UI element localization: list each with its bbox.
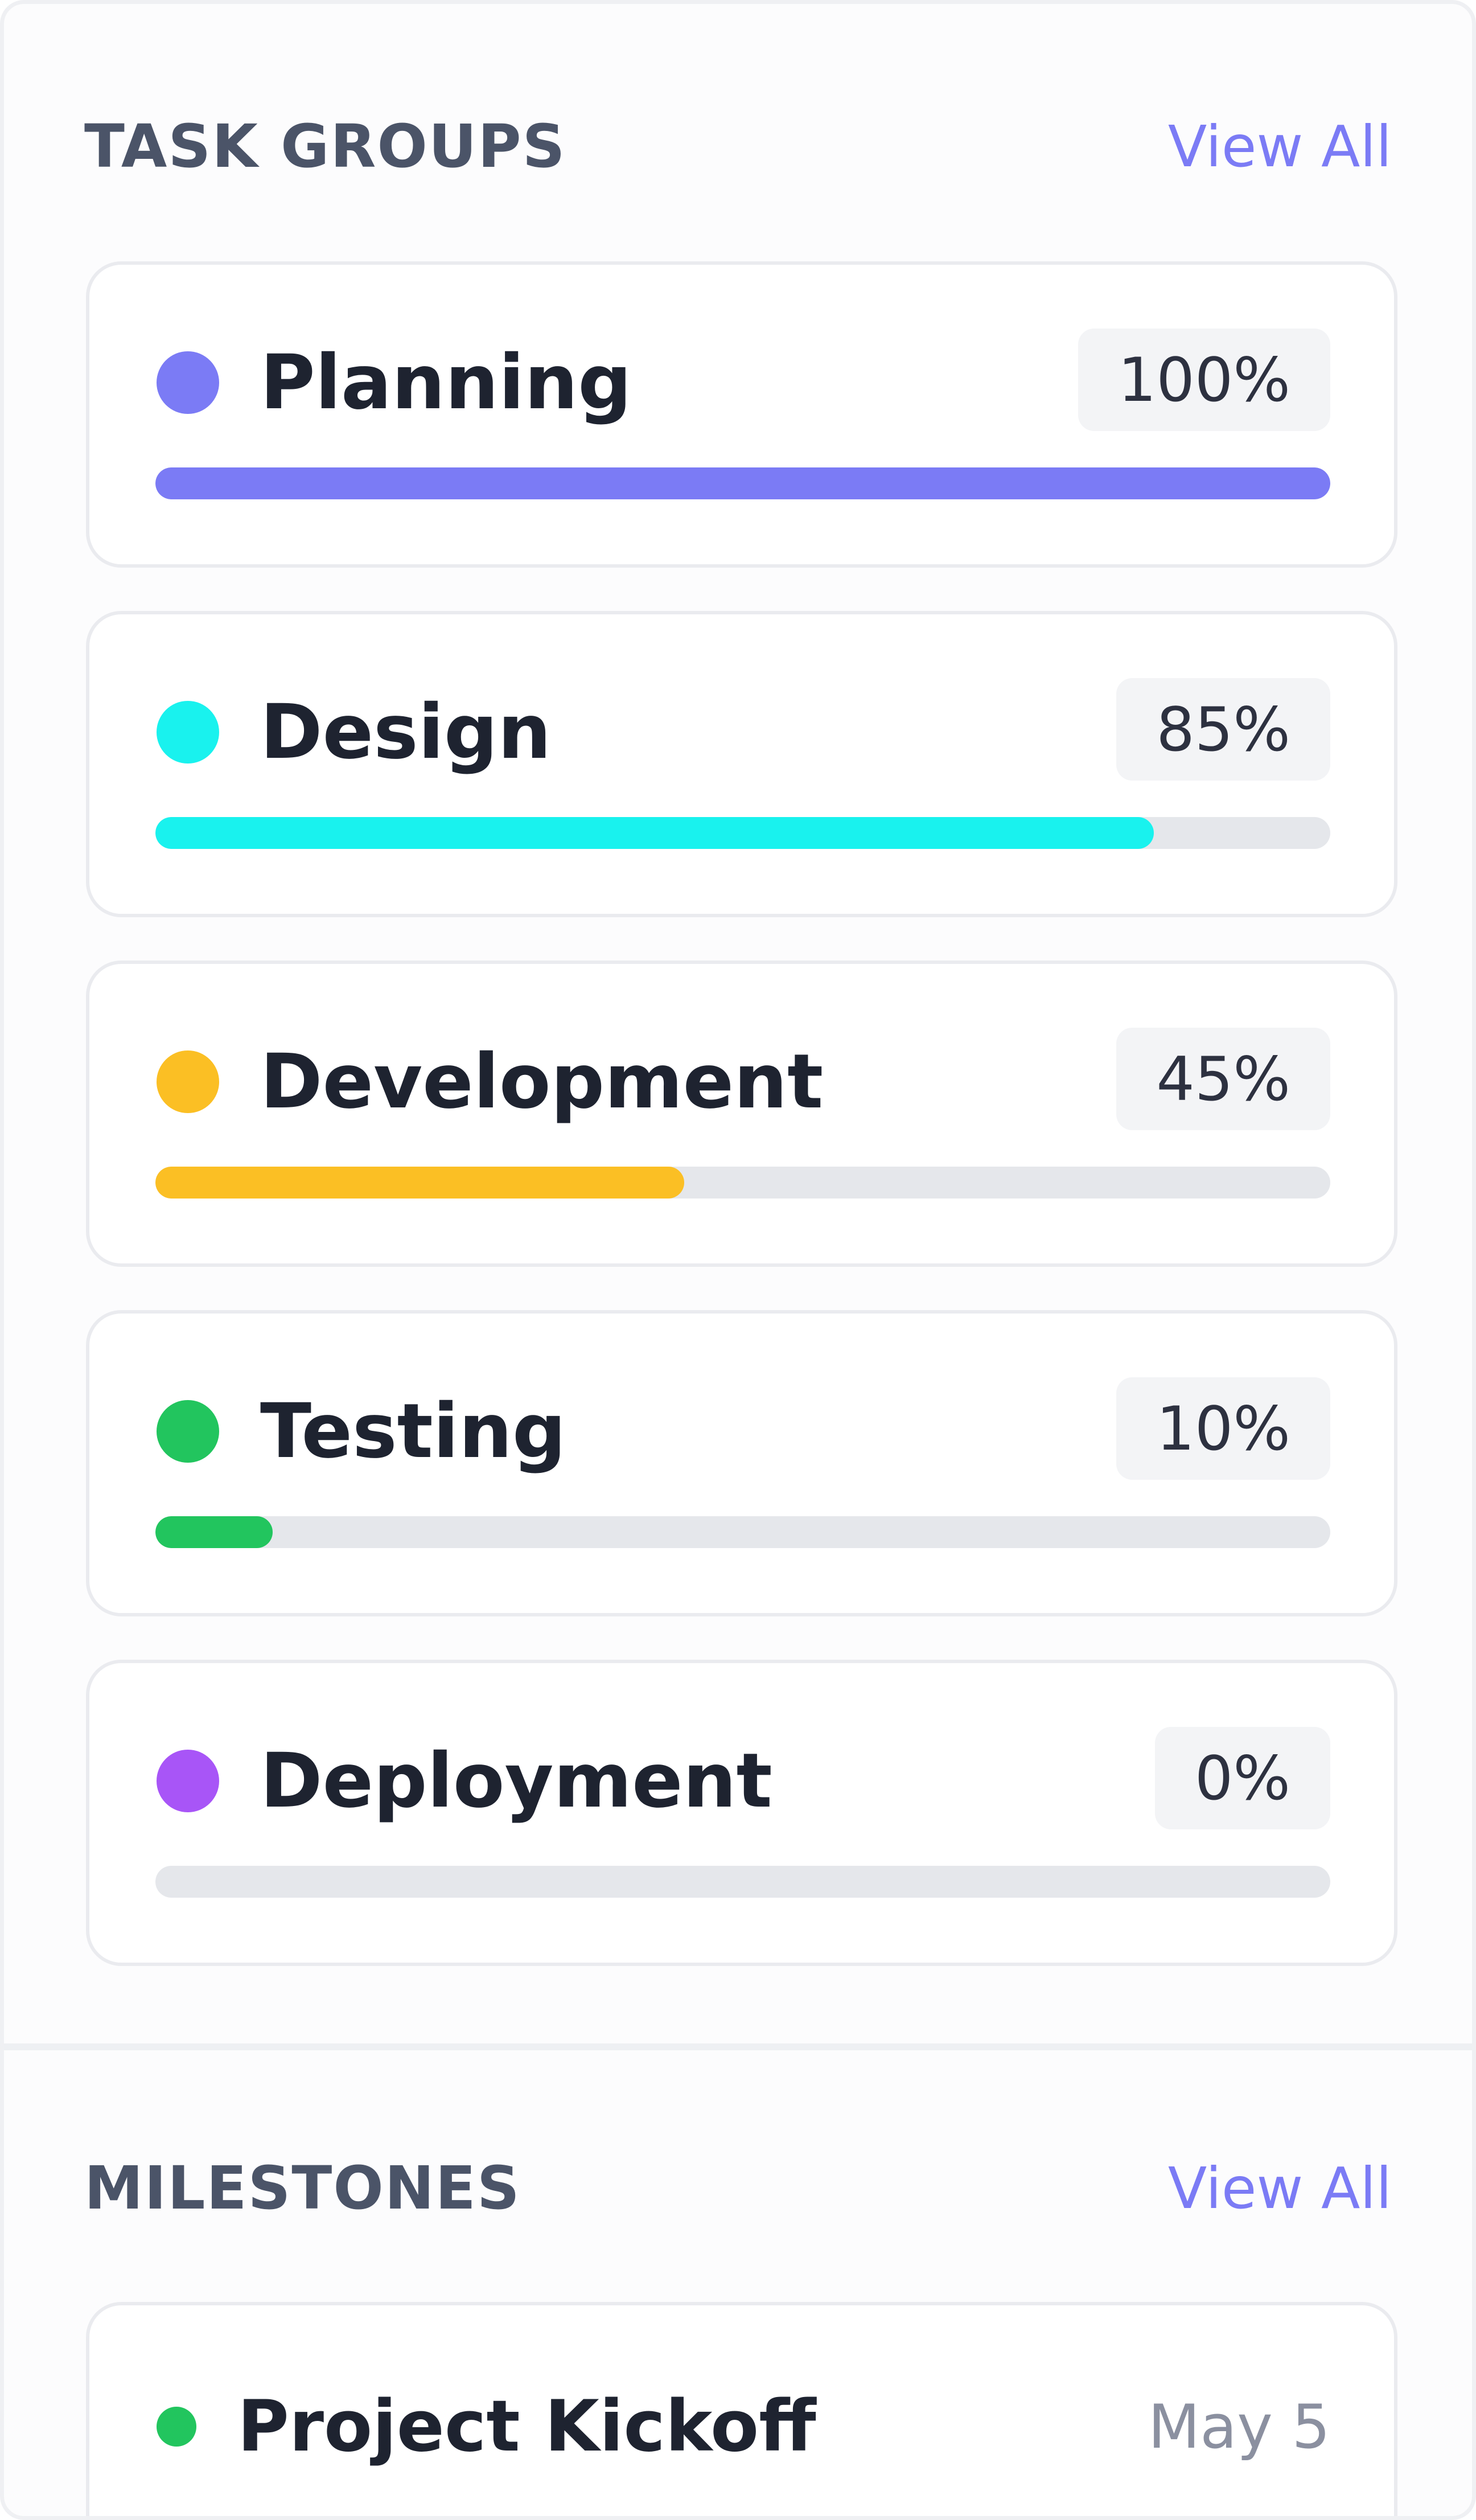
milestones-title: MILESTONES (84, 2153, 521, 2223)
progress-bar-fill (155, 1516, 273, 1548)
task-group-card-planning[interactable]: Planning 100% (86, 261, 1397, 568)
status-dot-icon (157, 351, 219, 414)
status-dot-icon (157, 1050, 219, 1113)
milestones-header: MILESTONES View All (84, 2153, 1392, 2223)
milestone-card[interactable]: Project Kickoff May 5 (86, 2302, 1397, 2516)
progress-bar (155, 1866, 1330, 1898)
task-group-card-testing[interactable]: Testing 10% (86, 1310, 1397, 1616)
progress-bar (155, 817, 1330, 849)
task-groups-view-all-link[interactable]: View All (1167, 113, 1392, 180)
task-group-card-deployment[interactable]: Deployment 0% (86, 1660, 1397, 1966)
milestones-view-all-link[interactable]: View All (1167, 2154, 1392, 2222)
task-group-name: Development (260, 1038, 824, 1126)
task-groups-title: TASK GROUPS (84, 112, 566, 181)
progress-bar-fill (155, 467, 1330, 499)
progress-bar (155, 1167, 1330, 1199)
progress-bar (155, 1516, 1330, 1548)
progress-percent-badge: 45% (1116, 1028, 1330, 1130)
task-group-card-design[interactable]: Design 85% (86, 611, 1397, 917)
milestone-date: May 5 (1148, 2391, 1330, 2462)
task-group-name: Deployment (260, 1737, 772, 1825)
status-dot-icon (157, 1400, 219, 1463)
task-group-name: Planning (260, 339, 632, 426)
milestone-name: Project Kickoff (237, 2386, 816, 2468)
progress-percent-badge: 85% (1116, 678, 1330, 781)
progress-bar-fill (155, 1167, 684, 1199)
progress-bar-fill (155, 817, 1154, 849)
progress-bar (155, 467, 1330, 499)
task-group-card-development[interactable]: Development 45% (86, 961, 1397, 1267)
status-dot-icon (157, 701, 219, 764)
milestone-status-dot-icon (157, 2407, 196, 2447)
progress-percent-badge: 0% (1154, 1727, 1330, 1829)
task-groups-header: TASK GROUPS View All (84, 112, 1392, 181)
task-group-name: Design (260, 688, 552, 776)
progress-percent-badge: 100% (1078, 329, 1330, 431)
task-group-name: Testing (260, 1388, 566, 1475)
section-divider (4, 2043, 1472, 2050)
progress-percent-badge: 10% (1116, 1377, 1330, 1480)
status-dot-icon (157, 1750, 219, 1812)
